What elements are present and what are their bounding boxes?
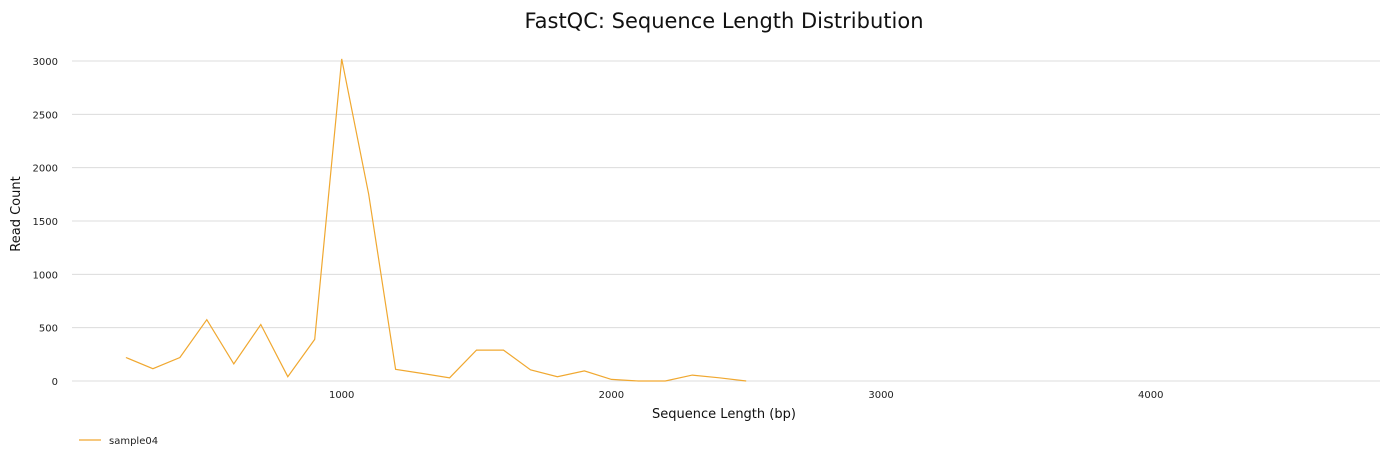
y-axis-ticks: 0 500 1000 1500 2000 2500 3000 bbox=[33, 57, 58, 388]
y-tick-label: 1500 bbox=[33, 217, 58, 228]
y-tick-label: 500 bbox=[39, 324, 58, 335]
legend: sample04 bbox=[79, 436, 158, 447]
x-tick-label: 2000 bbox=[599, 390, 624, 401]
series-layer bbox=[125, 58, 747, 382]
y-tick-label: 2000 bbox=[33, 164, 58, 175]
legend-label: sample04 bbox=[109, 436, 158, 447]
x-axis-label: Sequence Length (bp) bbox=[652, 407, 796, 422]
chart-title: FastQC: Sequence Length Distribution bbox=[524, 9, 923, 33]
x-tick-label: 1000 bbox=[329, 390, 354, 401]
y-tick-label: 1000 bbox=[33, 270, 58, 281]
grid bbox=[72, 60, 1380, 382]
x-axis-ticks: 1000 2000 3000 4000 bbox=[329, 390, 1164, 401]
y-tick-label: 2500 bbox=[33, 110, 58, 121]
y-tick-label: 0 bbox=[52, 377, 58, 388]
x-tick-label: 3000 bbox=[868, 390, 893, 401]
y-axis-label: Read Count bbox=[9, 176, 24, 251]
series-line-sample04 bbox=[125, 58, 747, 382]
x-tick-label: 4000 bbox=[1138, 390, 1163, 401]
y-tick-label: 3000 bbox=[33, 57, 58, 68]
